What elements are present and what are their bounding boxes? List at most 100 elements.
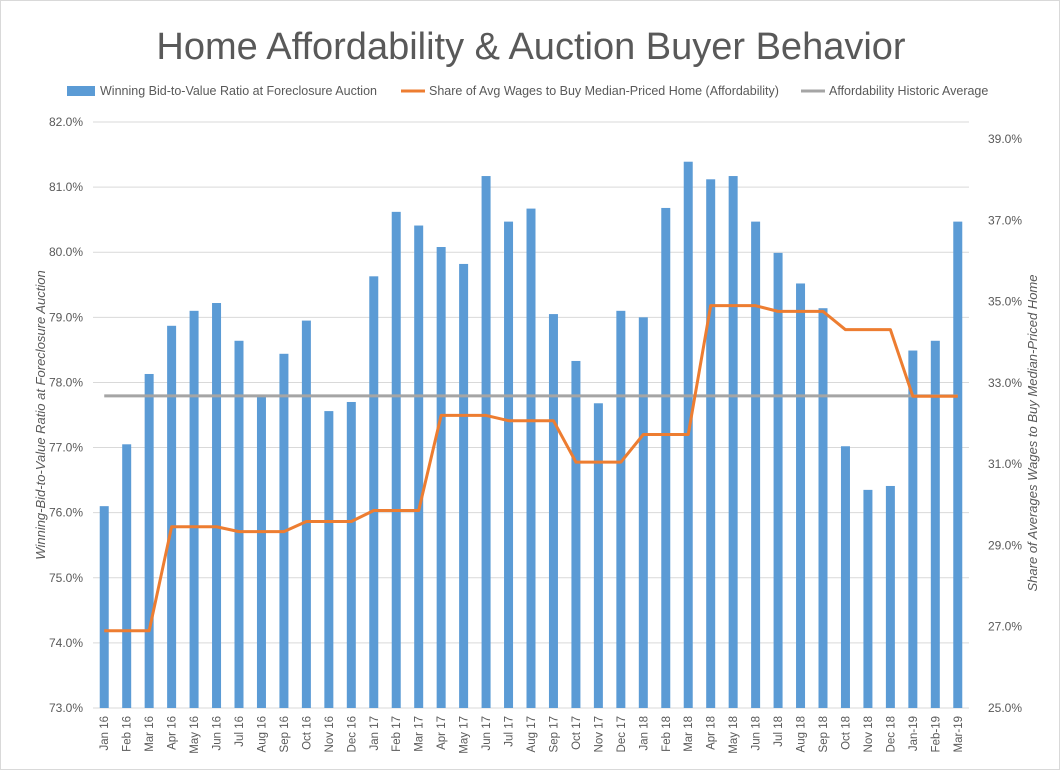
chart-title: Home Affordability & Auction Buyer Behav… <box>156 26 905 68</box>
y-axis-label: Winning-Bid-to-Value Ratio at Foreclosur… <box>33 270 48 559</box>
bar <box>661 207 671 709</box>
bar <box>346 401 356 708</box>
bar <box>930 340 940 708</box>
bar <box>706 179 716 708</box>
bar <box>953 221 963 708</box>
x-tick-label: Jun 16 <box>212 716 224 751</box>
bar <box>796 283 806 708</box>
bar <box>526 208 536 708</box>
y2-tick-label: 33.0% <box>988 376 1022 390</box>
bar <box>99 506 109 708</box>
bar <box>818 308 828 708</box>
y-tick-label: 81.0% <box>49 180 83 194</box>
legend-label-affordability: Share of Avg Wages to Buy Median-Priced … <box>429 84 779 98</box>
bar <box>863 489 873 708</box>
y2-tick-label: 27.0% <box>988 620 1022 634</box>
x-tick-label: Feb-19 <box>930 716 942 752</box>
x-tick-label: Aug 17 <box>526 716 538 752</box>
x-tick-label: Sep 17 <box>548 716 560 752</box>
y2-tick-label: 35.0% <box>988 295 1022 309</box>
bar <box>189 310 199 708</box>
x-tick-label: Apr 17 <box>436 716 448 750</box>
bar <box>122 444 132 708</box>
x-tick-label: Feb 16 <box>122 716 134 752</box>
x-tick-label: Oct 18 <box>840 716 852 750</box>
x-tick-label: Feb 18 <box>661 716 673 752</box>
legend-swatch-bars <box>67 86 95 96</box>
bar <box>391 211 401 708</box>
legend-label-bars: Winning Bid-to-Value Ratio at Foreclosur… <box>100 84 377 98</box>
y2-tick-label: 25.0% <box>988 701 1022 715</box>
x-tick-label: Jul 18 <box>773 716 785 747</box>
x-tick-label: Mar 17 <box>414 716 426 752</box>
x-tick-label: Aug 18 <box>796 716 808 752</box>
x-tick-label: Apr 16 <box>167 716 179 750</box>
y2-tick-label: 39.0% <box>988 132 1022 146</box>
y2-tick-label: 29.0% <box>988 538 1022 552</box>
y-tick-label: 80.0% <box>49 245 83 259</box>
x-tick-label: Nov 17 <box>593 716 605 752</box>
bar <box>256 396 266 708</box>
legend: Winning Bid-to-Value Ratio at Foreclosur… <box>67 84 988 98</box>
y2-tick-label: 37.0% <box>988 213 1022 227</box>
bar <box>324 411 334 708</box>
legend-label-historic-average: Affordability Historic Average <box>829 84 988 98</box>
bar <box>144 373 154 708</box>
x-tick-label: Jan 18 <box>638 716 650 751</box>
x-tick-label: Dec 16 <box>346 716 358 752</box>
bar <box>369 276 379 708</box>
x-tick-label: Mar 18 <box>683 716 695 752</box>
x-tick-label: Sep 18 <box>818 716 830 752</box>
y2-tick-label: 31.0% <box>988 457 1022 471</box>
x-tick-label: Jan 16 <box>99 716 111 751</box>
y-tick-label: 73.0% <box>49 701 83 715</box>
x-tick-label: Jul 16 <box>234 716 246 747</box>
bar <box>414 225 424 708</box>
x-tick-label: May 18 <box>728 716 740 754</box>
y-tick-label: 78.0% <box>49 375 83 389</box>
bar <box>908 350 918 708</box>
x-tick-label: Jan-19 <box>908 716 920 751</box>
x-tick-label: Apr 18 <box>706 716 718 750</box>
x-tick-label: Mar 16 <box>144 716 156 752</box>
x-tick-label: Jun 18 <box>751 716 763 751</box>
x-tick-label: May 17 <box>459 716 471 754</box>
bar <box>459 263 469 708</box>
x-tick-label: Oct 16 <box>301 716 313 750</box>
bar <box>751 221 761 708</box>
x-tick-label: Nov 16 <box>324 716 336 752</box>
x-tick-label: May 16 <box>189 716 201 754</box>
x-tick-label: Jun 17 <box>481 716 493 751</box>
x-tick-label: Sep 16 <box>279 716 291 752</box>
bar <box>504 221 514 708</box>
bar <box>481 176 491 708</box>
x-tick-label: Mar-19 <box>953 716 965 752</box>
x-tick-label: Feb 17 <box>391 716 403 752</box>
y2-axis-label: Share of Averages Wages to Buy Median-Pr… <box>1025 275 1040 592</box>
y-tick-label: 82.0% <box>49 115 83 129</box>
x-tick-label: Jul 17 <box>504 716 516 747</box>
bar <box>212 303 222 708</box>
bar <box>571 360 581 708</box>
x-tick-label: Jan 17 <box>369 716 381 751</box>
bar <box>638 317 648 708</box>
y-tick-label: 79.0% <box>49 310 83 324</box>
y-tick-label: 77.0% <box>49 441 83 455</box>
x-tick-label: Aug 16 <box>256 716 268 752</box>
affordability-line <box>104 304 958 633</box>
x-tick-label: Dec 18 <box>885 716 897 752</box>
x-tick-label: Nov 18 <box>863 716 875 752</box>
bar <box>548 314 558 708</box>
bar <box>436 247 446 708</box>
bar <box>167 325 177 708</box>
x-tick-label: Dec 17 <box>616 716 628 752</box>
bar <box>885 485 895 708</box>
bar <box>773 252 783 708</box>
bar <box>593 403 603 708</box>
y-tick-label: 74.0% <box>49 636 83 650</box>
bar <box>234 340 244 708</box>
y-tick-label: 75.0% <box>49 571 83 585</box>
bar <box>616 310 626 708</box>
